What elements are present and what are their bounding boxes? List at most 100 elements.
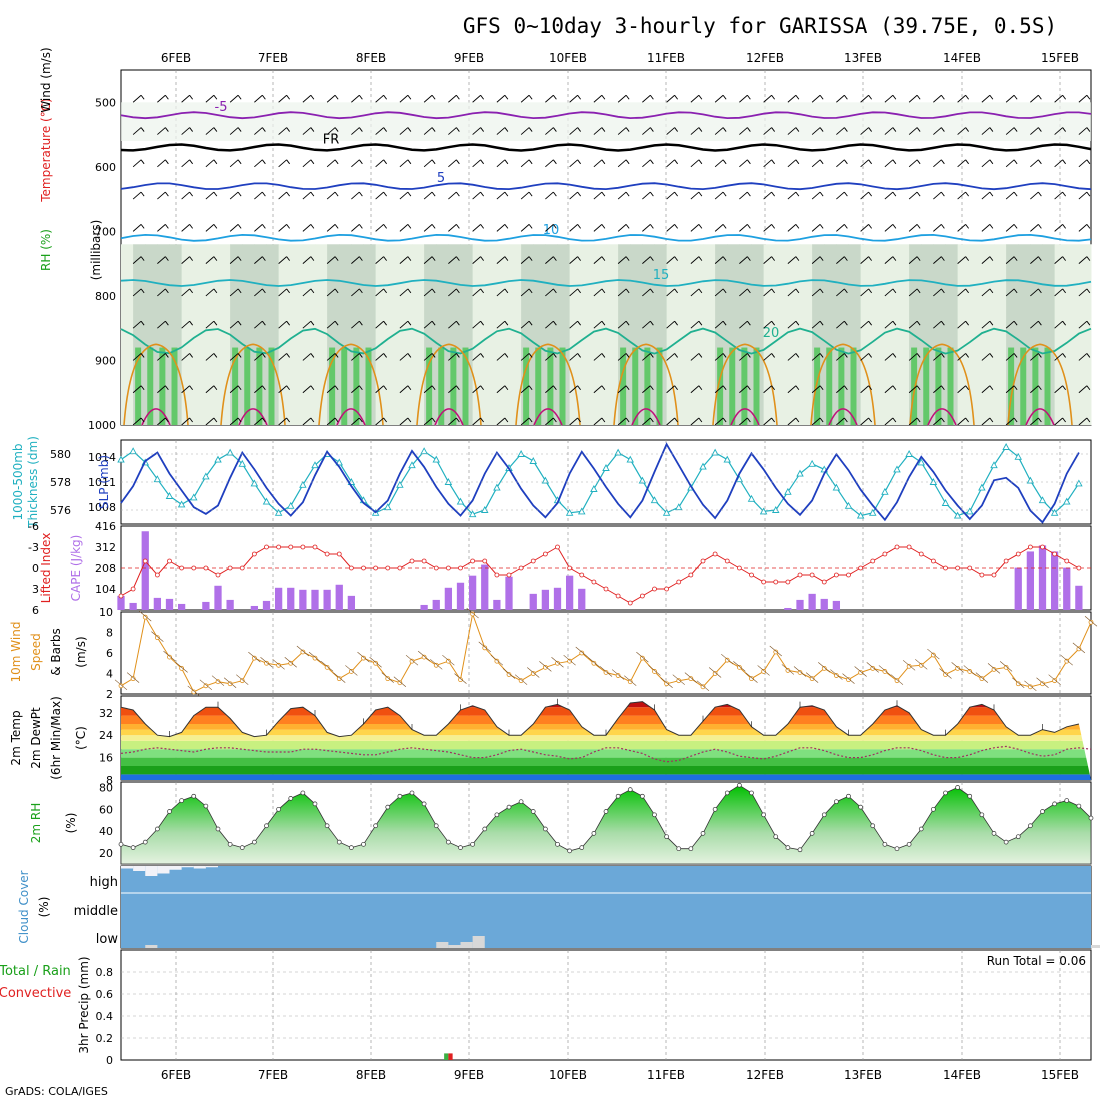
rh-shading-high (753, 347, 760, 425)
cloud-high-gap (181, 866, 194, 868)
rh-shading (181, 244, 195, 425)
wind-barb-flag (286, 224, 290, 229)
wind-barb (763, 159, 772, 168)
wind-barb-flag (431, 288, 436, 294)
temp-line (120, 701, 1080, 738)
wind-barb (617, 417, 627, 426)
wind10-barb (999, 661, 1013, 672)
wind10-barb (139, 610, 152, 622)
wind-barb (351, 159, 360, 168)
wind-speed-point (336, 676, 342, 682)
wind-barb-flag (1062, 288, 1066, 294)
wind-barb-flag (480, 159, 484, 165)
wind-barb-flag (965, 288, 969, 294)
wind-barb-flag (140, 320, 145, 326)
rh-point (967, 793, 973, 799)
wind-barb (569, 320, 578, 329)
date-label-bottom: 8FEB (356, 1068, 386, 1082)
wind-barb-flag (1086, 127, 1091, 132)
rh-point (724, 790, 730, 796)
wind-barb (1005, 288, 1015, 297)
wind-barb (375, 159, 384, 168)
rh-shading (775, 244, 789, 425)
wind-barb (520, 94, 530, 103)
wind-barb (593, 127, 603, 135)
wind-barb-flag (431, 127, 436, 132)
wind-barb-flag (140, 191, 145, 197)
wind-barb (836, 191, 845, 200)
wind-barb-flag (601, 320, 606, 326)
wind-barb (229, 320, 239, 329)
wind-speed-point (530, 671, 536, 676)
wind-barb-flag (407, 191, 412, 197)
wind-barb-flag (1013, 320, 1018, 326)
cape-bar (796, 599, 804, 610)
wind-barb (375, 385, 384, 394)
precip-tick-label: 0.4 (96, 1010, 114, 1023)
li-point (203, 565, 209, 571)
rh-point (821, 812, 827, 818)
thickness-point (674, 503, 683, 511)
wind-barb-flag (625, 95, 630, 100)
thickness-point (796, 469, 804, 477)
rh-point (324, 823, 330, 829)
wind-barb (278, 224, 287, 232)
wind-barb-flag (1013, 159, 1018, 165)
wind-barb-flag (310, 95, 315, 100)
wind-barb (351, 417, 360, 426)
wind-barb (836, 320, 845, 329)
wind-speed-point (858, 670, 864, 675)
wind-barb-flag (747, 353, 751, 358)
cape-bar (432, 599, 440, 610)
wind-barb-flag (165, 417, 169, 423)
rh-point (506, 804, 512, 810)
wind-barb-flag (359, 224, 363, 229)
wind-barb-flag (165, 224, 169, 229)
wind-barb-flag (1062, 320, 1066, 326)
wind-barb (326, 127, 336, 135)
wind-speed-point (724, 657, 730, 663)
wind-barb-flag (698, 191, 703, 197)
rh-shading (1066, 244, 1080, 425)
rh-point (446, 839, 451, 845)
dewpoint-line (120, 745, 1092, 763)
thickness-point (1038, 496, 1047, 504)
wind-barb-flag (480, 385, 484, 390)
wind-barb (1078, 127, 1088, 135)
warm-contour (416, 343, 482, 426)
date-label-bottom: 7FEB (258, 1068, 288, 1082)
wind-barb (642, 320, 651, 329)
wind-barb-flag (989, 127, 994, 132)
wind-barb-flag (165, 320, 169, 326)
wind-barb (423, 417, 433, 426)
rh-point (894, 846, 900, 852)
wind-barb-flag (771, 191, 775, 197)
wind-barb (811, 94, 821, 103)
wind-barb-flag (286, 256, 290, 261)
wind-speed-point (167, 654, 172, 660)
wind-speed-point (627, 679, 633, 685)
temp-contour (120, 182, 1092, 191)
wind-barb (714, 224, 724, 232)
wind-barb (642, 353, 651, 361)
wind-barb-flag (1013, 224, 1018, 229)
wind-barb (617, 320, 627, 329)
li-tick-label: -3 (28, 541, 39, 554)
temp-axis-label: 2m Temp (9, 710, 23, 765)
hot-contour (533, 408, 563, 426)
wind-barb (302, 320, 312, 329)
wind-barb-flag (528, 159, 533, 165)
wind-barb-flag (916, 159, 921, 165)
rh-point (1064, 798, 1070, 803)
wind-barb-flag (262, 191, 266, 197)
wind-speed-point (821, 665, 827, 671)
rh-shading-high (814, 347, 821, 425)
cloud-low-bar (472, 936, 485, 948)
thickness-point (335, 458, 344, 466)
wind-barb (326, 159, 336, 168)
wind-speed-point (652, 669, 657, 674)
wind-barb (787, 127, 797, 135)
wind-barb (545, 191, 554, 200)
wind-barb-flag (795, 320, 800, 326)
rh-point (227, 841, 233, 847)
